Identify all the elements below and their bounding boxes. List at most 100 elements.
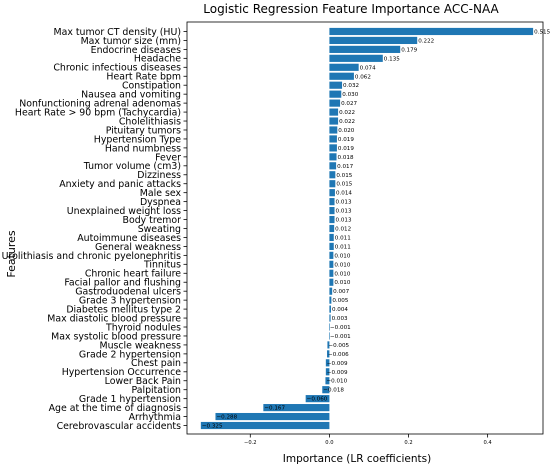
y-tick-label: Arrhythmia: [129, 412, 181, 423]
bar: [329, 215, 335, 224]
bar: [329, 135, 337, 143]
y-tick-label: Max tumor CT density (HU): [53, 27, 181, 38]
bar: [329, 72, 354, 80]
y-tick-label: Anxiety and panic attacks: [59, 179, 181, 190]
bar-value-label: −0.325: [202, 424, 223, 430]
y-tick-label: Unexplained weight loss: [67, 206, 181, 217]
bar: [329, 332, 330, 340]
bar-value-label: 0.062: [355, 74, 371, 80]
y-tick-label: Dizziness: [137, 170, 181, 181]
x-tick-label: 0.4: [483, 440, 492, 446]
y-tick-label: Grade 3 hypertension: [79, 296, 181, 307]
bar: [329, 45, 401, 53]
bar: [329, 224, 335, 233]
bar-value-label: 0.004: [332, 307, 348, 313]
bar: [329, 296, 332, 304]
y-tick-label: Max systolic blood pressure: [51, 331, 181, 342]
bar-value-label: 0.007: [333, 289, 349, 295]
y-tick-label: Urolithiasis and chronic pyelonephritis: [2, 251, 182, 262]
y-tick-label: Facial pallor and flushing: [64, 278, 181, 289]
y-tick-label: Pituitary tumors: [106, 125, 181, 136]
bar: [329, 171, 336, 179]
bar-value-label: 0.013: [336, 200, 352, 206]
bar: [329, 233, 334, 242]
bar: [329, 99, 341, 107]
bar-value-label: −0.001: [330, 334, 351, 340]
bar: [329, 260, 334, 268]
bar-value-label: 0.010: [334, 253, 350, 259]
bar-value-label: −0.009: [327, 370, 348, 376]
bar-value-label: 0.019: [338, 137, 354, 143]
bar: [329, 27, 534, 36]
bar-value-label: 0.018: [338, 155, 354, 161]
bar: [329, 251, 334, 259]
y-tick-label: Age at the time of diagnosis: [49, 403, 181, 414]
y-tick-label: Cerebrovascular accidents: [57, 421, 182, 432]
bar: [329, 278, 334, 286]
y-tick-label: Constipation: [122, 81, 181, 92]
y-tick-label: Body tremor: [123, 215, 182, 226]
y-tick-label: Tinnitus: [143, 260, 181, 271]
bar-value-label: 0.013: [336, 209, 352, 215]
y-tick-label: Male sex: [140, 188, 182, 199]
bar: [305, 395, 330, 403]
y-tick-label: Nausea and vomiting: [81, 90, 181, 101]
bar: [329, 323, 330, 331]
bar: [327, 341, 330, 349]
bar: [329, 269, 334, 277]
bar-value-label: 0.015: [336, 173, 352, 179]
x-tick-label: −0.2: [244, 440, 257, 446]
y-tick-label: Endocrine diseases: [91, 45, 181, 56]
y-tick-label: Max diastolic blood pressure: [47, 313, 181, 324]
y-tick-label: Hand numbness: [105, 143, 181, 154]
bar-value-label: 0.019: [338, 146, 354, 152]
bar-value-label: −0.001: [330, 325, 351, 331]
x-tick-label: 0.2: [404, 440, 412, 446]
bar-value-label: 0.003: [332, 316, 348, 322]
bar-value-label: −0.060: [307, 397, 328, 403]
bar: [329, 180, 336, 188]
bar-value-label: −0.018: [323, 388, 344, 394]
bar-value-label: 0.022: [339, 119, 355, 125]
bar: [327, 350, 330, 358]
bar-value-label: −0.005: [328, 343, 349, 349]
bar: [329, 305, 331, 313]
bar-value-label: 0.515: [534, 29, 550, 35]
bar: [325, 377, 330, 385]
y-tick-label: Nonfunctioning adrenal adenomas: [19, 99, 181, 110]
y-tick-label: Autoimmune diseases: [77, 233, 181, 244]
y-tick-label: Sweating: [138, 224, 181, 235]
bar-value-label: −0.167: [264, 406, 285, 412]
y-axis-label: Features: [5, 230, 18, 278]
bar-value-label: 0.017: [337, 164, 353, 170]
bar: [329, 81, 343, 89]
bar: [329, 162, 337, 170]
bar-value-label: 0.013: [336, 218, 352, 224]
bar-value-label: −0.010: [326, 379, 347, 385]
x-axis-label: Importance (LR coefficients): [283, 453, 431, 465]
bar-value-label: 0.020: [338, 128, 354, 134]
bar: [329, 54, 383, 62]
bar: [329, 36, 418, 45]
bar: [325, 359, 330, 367]
bar-value-label: 0.030: [342, 92, 358, 98]
y-tick-label: Palpitation: [131, 385, 181, 396]
y-tick-label: Gastroduodenal ulcers: [75, 287, 181, 298]
y-tick-label: Thyroid nodules: [105, 322, 181, 333]
y-tick-label: General weakness: [95, 242, 181, 253]
bar-value-label: 0.011: [335, 235, 351, 241]
bar: [329, 117, 339, 125]
bar-value-label: 0.010: [334, 280, 350, 286]
y-tick-label: Muscle weakness: [99, 340, 181, 351]
y-tick-label: Headache: [134, 54, 181, 65]
chart-title: Logistic Regression Feature Importance A…: [203, 2, 499, 16]
bar-value-label: 0.135: [384, 56, 400, 62]
bar: [263, 404, 330, 412]
plot-frame: [186, 21, 544, 435]
bar: [329, 153, 337, 161]
bar: [215, 412, 330, 421]
bar-value-label: 0.027: [341, 101, 357, 107]
y-tick-label: Chronic infectious diseases: [53, 63, 181, 74]
bar: [329, 189, 335, 197]
bar: [325, 368, 330, 376]
